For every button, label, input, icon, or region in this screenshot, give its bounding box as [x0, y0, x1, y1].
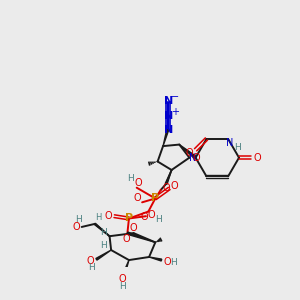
- Polygon shape: [149, 257, 162, 261]
- Polygon shape: [96, 250, 111, 260]
- Text: O: O: [141, 212, 148, 222]
- Text: H: H: [100, 228, 107, 237]
- Text: N: N: [164, 125, 173, 135]
- Text: N: N: [164, 96, 173, 106]
- Text: O: O: [162, 184, 170, 194]
- Text: H: H: [88, 263, 95, 272]
- Text: O: O: [186, 148, 193, 158]
- Polygon shape: [163, 130, 169, 146]
- Text: H: H: [95, 213, 102, 222]
- Text: O: O: [163, 257, 171, 267]
- Text: O: O: [148, 210, 155, 220]
- Text: O: O: [72, 222, 80, 232]
- Text: N: N: [226, 138, 233, 148]
- Text: −: −: [171, 92, 179, 102]
- Text: O: O: [193, 153, 200, 163]
- Text: O: O: [104, 211, 112, 221]
- Text: O: O: [134, 194, 141, 203]
- Polygon shape: [127, 232, 155, 242]
- Text: O: O: [134, 178, 142, 188]
- Text: O: O: [130, 223, 137, 233]
- Text: H: H: [119, 282, 126, 291]
- Polygon shape: [123, 260, 129, 274]
- Text: N: N: [189, 153, 196, 163]
- Text: H: H: [155, 215, 162, 224]
- Polygon shape: [94, 223, 110, 236]
- Text: O: O: [86, 256, 94, 266]
- Text: H: H: [100, 241, 107, 250]
- Text: H: H: [234, 143, 241, 152]
- Text: O: O: [123, 234, 130, 244]
- Polygon shape: [165, 170, 172, 184]
- Text: H: H: [127, 174, 134, 183]
- Text: N: N: [164, 111, 173, 121]
- Text: O: O: [254, 153, 261, 163]
- Text: H: H: [170, 258, 177, 267]
- Text: P: P: [151, 194, 159, 203]
- Text: O: O: [171, 181, 178, 191]
- Text: +: +: [171, 107, 179, 117]
- Text: H: H: [75, 215, 82, 224]
- Text: O: O: [119, 274, 127, 284]
- Polygon shape: [179, 145, 197, 159]
- Text: P: P: [125, 214, 133, 224]
